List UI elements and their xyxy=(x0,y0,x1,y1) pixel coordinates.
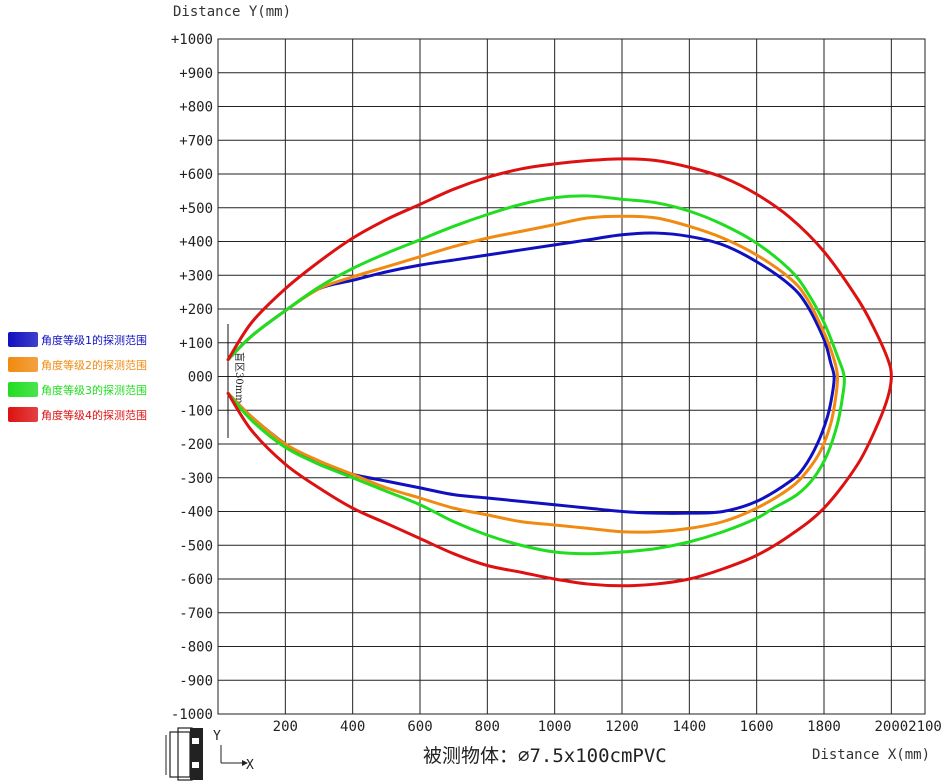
y-tick-label: +600 xyxy=(179,167,213,183)
y-tick-label: -700 xyxy=(179,606,213,622)
x-tick-label: 2100 xyxy=(908,719,942,735)
y-tick-label: -1000 xyxy=(171,707,213,723)
y-tick-label: +400 xyxy=(179,235,213,251)
legend-item-level-4: 角度等级4的探测范围 xyxy=(8,402,147,427)
legend-item-level-2: 角度等级2的探测范围 xyxy=(8,352,147,377)
legend-label-level-3: 角度等级3的探测范围 xyxy=(41,383,147,397)
legend-swatch-level-2 xyxy=(8,357,38,372)
x-tick-label: 200 xyxy=(273,719,298,735)
series-line-level-2 xyxy=(226,214,840,534)
legend-label-level-1: 角度等级1的探测范围 xyxy=(41,333,147,347)
x-tick-label: 600 xyxy=(407,719,432,735)
y-tick-label: -900 xyxy=(179,673,213,689)
y-tick-label: +200 xyxy=(179,302,213,318)
axis-icon-y-label: Y xyxy=(213,729,221,744)
y-tick-label: +800 xyxy=(179,100,213,116)
x-tick-label: 1400 xyxy=(672,719,706,735)
chart-title: 被测物体：⌀7.5x100cmPVC xyxy=(423,745,667,767)
y-tick-label: +1000 xyxy=(171,32,213,48)
legend-swatch-level-4 xyxy=(8,407,38,422)
x-tick-label: 2000 xyxy=(874,719,908,735)
x-tick-label: 1600 xyxy=(740,719,774,735)
y-tick-label: -800 xyxy=(179,640,213,656)
sensor-icon xyxy=(165,727,203,781)
x-tick-label: 1200 xyxy=(605,719,639,735)
x-tick-label: 800 xyxy=(475,719,500,735)
grid xyxy=(217,38,926,715)
tick-labels: +1000 +900 +800 +700 +600 +500 +400 +300 +200 +10… xyxy=(171,32,942,735)
y-tick-label: +900 xyxy=(179,66,213,82)
legend-item-level-3: 角度等级3的探测范围 xyxy=(8,377,147,402)
series-line-level-3 xyxy=(226,194,846,556)
blind-zone-label: 盲区30mm xyxy=(233,352,246,404)
legend-item-level-1: 角度等级1的探测范围 xyxy=(8,327,147,352)
x-axis-label: Distance X(mm) xyxy=(812,747,930,763)
series-group xyxy=(226,157,893,588)
blind-zone-marker: 盲区30mm xyxy=(227,324,246,438)
legend-label-level-2: 角度等级2的探测范围 xyxy=(41,358,147,372)
legend: 角度等级1的探测范围 角度等级2的探测范围 角度等级3的探测范围 角度等级4的探… xyxy=(8,327,147,427)
y-tick-label: +500 xyxy=(179,201,213,217)
series-line-level-1 xyxy=(226,231,836,515)
legend-swatch-level-1 xyxy=(8,332,38,347)
legend-label-level-4: 角度等级4的探测范围 xyxy=(41,408,147,422)
plot-frame xyxy=(217,38,926,715)
y-tick-label: +700 xyxy=(179,133,213,149)
y-tick-label: -500 xyxy=(179,538,213,554)
axis-icon-x-label: X xyxy=(246,758,254,773)
axis-arrow-icon: Y X xyxy=(213,729,254,773)
x-tick-label: 1000 xyxy=(538,719,572,735)
y-tick-label: -300 xyxy=(179,471,213,487)
x-tick-label: 1800 xyxy=(807,719,841,735)
y-tick-label: -600 xyxy=(179,572,213,588)
x-tick-label: 400 xyxy=(340,719,365,735)
y-axis-label: Distance Y(mm) xyxy=(173,4,291,20)
y-tick-label: -200 xyxy=(179,437,213,453)
y-tick-label: -100 xyxy=(179,403,213,419)
y-tick-label: 000 xyxy=(188,370,213,386)
y-tick-label: -400 xyxy=(179,505,213,521)
y-tick-label: +100 xyxy=(179,336,213,352)
y-tick-label: +300 xyxy=(179,268,213,284)
series-line-level-4 xyxy=(226,157,893,588)
legend-swatch-level-3 xyxy=(8,382,38,397)
